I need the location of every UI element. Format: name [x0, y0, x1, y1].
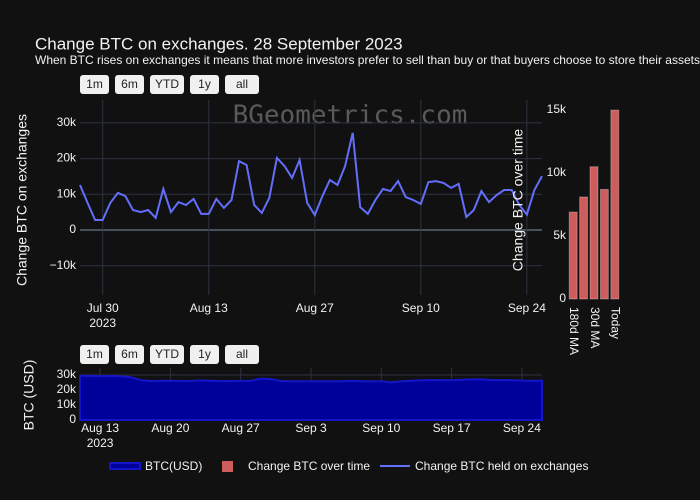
y-tick-label: 0	[559, 291, 566, 305]
x-tick-label: Sep 24	[508, 301, 546, 315]
y-tick-label: 30k	[57, 115, 77, 129]
range-button-box[interactable]	[80, 345, 109, 364]
y-axis-label: Change BTC on exchanges	[14, 114, 30, 286]
range-button[interactable]: YTD	[150, 345, 184, 364]
legend-swatch	[222, 461, 233, 472]
range-button-label[interactable]: YTD	[155, 77, 179, 91]
x-tick-label: Aug 13	[190, 301, 228, 315]
range-button-box[interactable]	[150, 345, 184, 364]
watermark: BGeometrics.com	[233, 101, 468, 131]
range-button-label[interactable]: all	[236, 347, 248, 361]
y-tick-label: 30k	[57, 367, 77, 381]
y-axis-label: BTC (USD)	[21, 360, 37, 431]
x-tick-year: 2023	[89, 316, 116, 330]
x-tick-label: Aug 20	[151, 421, 189, 435]
range-button-box[interactable]	[80, 75, 109, 94]
y-tick-label: 10k	[57, 186, 77, 200]
legend-swatch	[109, 462, 141, 470]
chart-title: Change BTC on exchanges. 28 September 20…	[35, 34, 403, 53]
bar	[589, 166, 599, 300]
range-button[interactable]: 6m	[115, 345, 144, 364]
y-tick-label: 20k	[57, 382, 77, 396]
range-button-box[interactable]	[190, 345, 219, 364]
range-button-label[interactable]: 1m	[86, 77, 103, 91]
range-button-box[interactable]	[115, 75, 144, 94]
range-button[interactable]: all	[225, 345, 259, 364]
bar	[579, 196, 589, 300]
x-tick-label: Jul 30	[87, 301, 119, 315]
range-button-label[interactable]: 1y	[198, 77, 211, 91]
y-tick-label: 10k	[547, 165, 567, 179]
data-area	[79, 374, 543, 421]
x-tick-label: Sep 17	[433, 421, 471, 435]
y-axis-label: Change BTC over time	[510, 129, 526, 272]
range-button[interactable]: 1y	[190, 345, 219, 364]
range-button-box[interactable]	[225, 345, 259, 364]
x-tick-label: Sep 10	[362, 421, 400, 435]
y-tick-label: −10k	[50, 258, 77, 272]
x-tick-label: Sep 24	[503, 421, 541, 435]
legend-label: BTC(USD)	[145, 459, 202, 473]
range-button-label[interactable]: YTD	[155, 347, 179, 361]
x-tick-year: 2023	[87, 436, 114, 450]
range-button-label[interactable]: 1m	[86, 347, 103, 361]
range-button-box[interactable]	[190, 75, 219, 94]
y-tick-label: 20k	[57, 151, 77, 165]
bar	[568, 211, 578, 300]
data-line	[79, 132, 543, 221]
range-button-label[interactable]: 1y	[198, 347, 211, 361]
range-button[interactable]: 6m	[115, 75, 144, 94]
bar	[610, 109, 620, 300]
range-button[interactable]: 1m	[80, 345, 109, 364]
legend: BTC(USD) Change BTC over time Change BTC h…	[109, 459, 588, 473]
range-button-box[interactable]	[150, 75, 184, 94]
x-tick-label: 180d MA	[567, 307, 581, 355]
legend-label: Change BTC held on exchanges	[415, 459, 588, 473]
x-tick-label: Today	[609, 307, 623, 339]
range-button-box[interactable]	[115, 345, 144, 364]
range-button-label[interactable]: all	[236, 77, 248, 91]
range-button-label[interactable]: 6m	[121, 77, 138, 91]
range-button-box[interactable]	[225, 75, 259, 94]
bar	[599, 188, 609, 300]
x-tick-label: Sep 3	[295, 421, 327, 435]
y-tick-label: 0	[69, 412, 76, 426]
range-button[interactable]: 1m	[80, 75, 109, 94]
chart-subtitle: When BTC rises on exchanges it means tha…	[35, 53, 700, 67]
x-tick-label: Aug 27	[296, 301, 334, 315]
range-button[interactable]: all	[225, 75, 259, 94]
y-tick-label: 0	[69, 222, 76, 236]
y-tick-label: 15k	[547, 102, 567, 116]
x-tick-label: 30d MA	[588, 307, 602, 348]
y-tick-label: 10k	[57, 397, 77, 411]
x-tick-label: Sep 10	[402, 301, 440, 315]
y-tick-label: 5k	[553, 228, 567, 242]
range-button-label[interactable]: 6m	[121, 347, 138, 361]
x-tick-label: Aug 27	[222, 421, 260, 435]
x-tick-label: Aug 13	[81, 421, 119, 435]
range-button[interactable]: YTD	[150, 75, 184, 94]
legend-label: Change BTC over time	[248, 459, 370, 473]
range-button[interactable]: 1y	[190, 75, 219, 94]
